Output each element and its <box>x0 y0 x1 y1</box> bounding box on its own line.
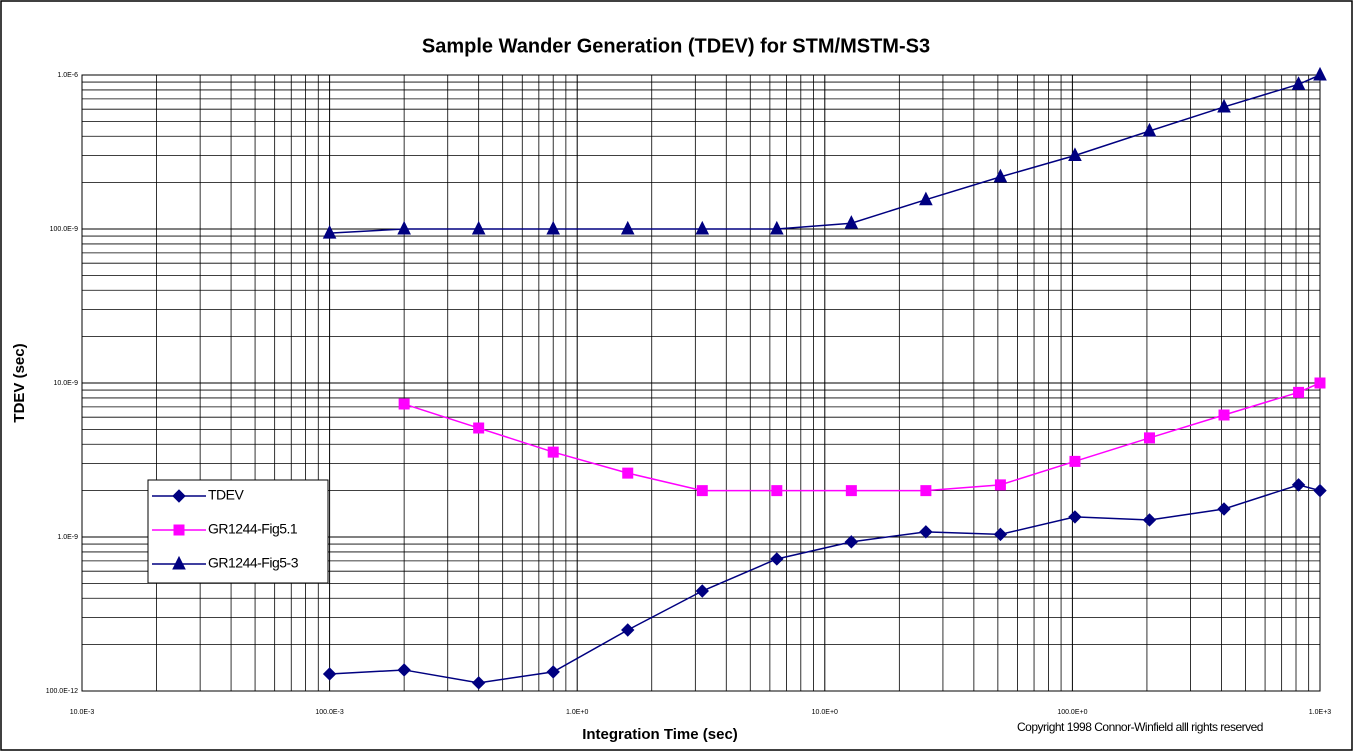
x-tick-label: 1.0E+0 <box>566 709 588 716</box>
marker <box>844 215 859 229</box>
marker <box>1314 377 1326 389</box>
y-tick-label: 100.0E-12 <box>46 688 78 695</box>
marker <box>695 220 710 235</box>
x-tick-label: 10.0E-3 <box>70 709 95 716</box>
marker <box>770 552 784 566</box>
marker <box>993 168 1008 183</box>
marker <box>621 623 635 637</box>
marker <box>993 527 1008 542</box>
legend-label: GR1244-Fig5.1 <box>208 521 298 537</box>
legend: TDEV GR1244-Fig5.1 GR1244-Fig5-3 <box>147 479 329 584</box>
marker <box>172 489 186 503</box>
marker <box>471 220 486 235</box>
marker <box>473 422 485 434</box>
marker <box>1142 122 1157 137</box>
marker <box>994 479 1006 491</box>
marker <box>546 665 560 679</box>
marker <box>1313 483 1327 498</box>
x-tick-label: 100.0E+0 <box>1057 709 1087 716</box>
marker <box>1217 502 1231 516</box>
marker <box>919 525 933 539</box>
marker <box>919 191 933 206</box>
y-tick-label: 1.0E-9 <box>57 534 78 541</box>
chart-title: Sample Wander Generation (TDEV) for STM/… <box>422 35 930 57</box>
marker <box>398 398 410 410</box>
marker <box>1217 98 1231 113</box>
series-line <box>403 382 1321 492</box>
y-axis-title: TDEV (sec) <box>11 343 28 422</box>
marker <box>1068 510 1082 524</box>
copyright: Copyright 1998 Connor-Winfield alll righ… <box>1017 720 1263 734</box>
y-tick-label: 100.0E-9 <box>50 226 79 233</box>
marker <box>1313 66 1327 81</box>
marker <box>771 485 783 497</box>
marker <box>471 676 486 690</box>
marker <box>1293 386 1305 398</box>
x-axis-title: Integration Time (sec) <box>582 726 738 743</box>
marker <box>1142 513 1157 527</box>
x-tick-label: 100.0E-3 <box>315 709 344 716</box>
marker <box>397 220 411 235</box>
marker <box>546 220 561 235</box>
legend-label: GR1244-Fig5-3 <box>208 555 299 571</box>
marker <box>322 667 337 681</box>
marker <box>696 485 708 497</box>
x-tick-label: 1.0E+3 <box>1309 709 1331 716</box>
marker <box>622 467 634 479</box>
marker <box>1218 409 1230 421</box>
marker <box>397 663 411 677</box>
marker <box>1143 432 1155 444</box>
y-tick-label: 10.0E-9 <box>53 380 78 387</box>
marker <box>173 524 185 536</box>
x-tick-label: 10.0E+0 <box>812 709 838 716</box>
marker <box>547 446 559 458</box>
marker <box>1291 76 1306 90</box>
legend-label: TDEV <box>208 487 245 503</box>
marker <box>844 535 859 549</box>
marker <box>322 225 337 239</box>
marker <box>845 485 857 497</box>
marker <box>770 220 784 235</box>
plot-area: 10.0E-3 100.0E-3 1.0E+0 10.0E+0 100.0E+0 1.0E… <box>46 66 1331 716</box>
marker <box>695 584 709 598</box>
marker <box>1291 478 1306 492</box>
marker <box>1069 455 1081 467</box>
marker <box>172 555 186 570</box>
marker <box>920 485 932 497</box>
marker <box>620 220 635 235</box>
y-tick-label: 1.0E-6 <box>57 72 78 79</box>
marker <box>1068 147 1082 162</box>
